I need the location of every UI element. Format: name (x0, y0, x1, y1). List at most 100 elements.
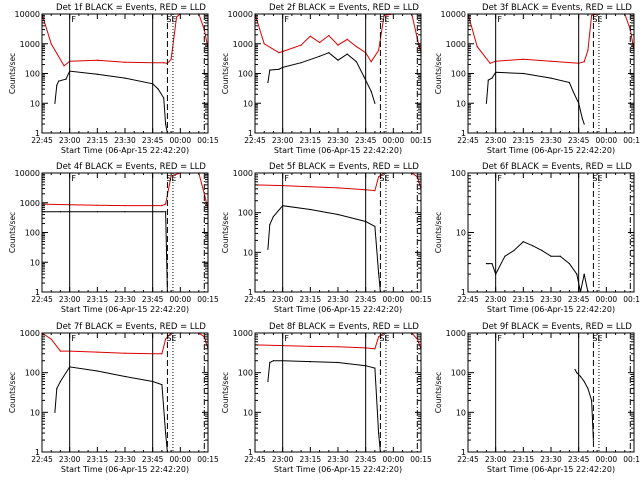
data-point-black (378, 272, 380, 274)
data-point-black (487, 263, 489, 265)
y-tick-label: 100 (451, 169, 466, 178)
x-tick-label: 23:45 (142, 136, 164, 145)
data-point-black (363, 75, 365, 77)
marker-label-f: F (71, 15, 76, 24)
x-tick-label: 23:15 (513, 295, 535, 304)
data-point-black (491, 77, 493, 79)
chart-title: Det 2f BLACK = Events, RED = LLD (269, 3, 419, 13)
data-point-black (374, 102, 376, 104)
data-point-black (96, 370, 98, 372)
data-point-black (591, 399, 593, 401)
y-tick-label: 100 (25, 70, 40, 79)
data-point-red (124, 205, 126, 207)
data-point-red (300, 44, 302, 46)
y-axis-label: Counts/sec (434, 53, 443, 94)
data-point-black (576, 372, 578, 374)
data-point-black (346, 53, 348, 55)
x-tick-label: 22:45 (31, 455, 53, 464)
y-tick-label: 1000 (233, 169, 253, 178)
chart-title: Det 7f BLACK = Events, RED = LLD (56, 322, 206, 332)
data-point-black (522, 241, 524, 243)
chart-panel-8: Det 8f BLACK = Events, RED = LLD F SE 1 10 10… (221, 322, 432, 474)
data-point-red (96, 59, 98, 61)
data-point-black (550, 255, 552, 257)
marker-label-se: SE (379, 15, 389, 24)
x-tick-label: 23:30 (540, 295, 562, 304)
data-point-black (513, 249, 515, 251)
y-tick-label: 1000 (233, 40, 253, 49)
data-point-black (355, 61, 357, 63)
data-point-black (269, 224, 271, 226)
series-red-line (467, 13, 635, 64)
x-tick-label: 00:00 (170, 136, 192, 145)
x-tick-label: 23:00 (59, 136, 81, 145)
marker-label-se: SE (166, 174, 176, 183)
data-point-black (491, 263, 493, 265)
plot-frame (467, 332, 635, 453)
x-tick-label: 23:30 (540, 455, 562, 464)
data-point-red (522, 58, 524, 60)
data-point-black (319, 55, 321, 57)
x-axis-label: Start Time (06-Apr-15 22:42:20) (61, 305, 189, 314)
y-tick-label: 10 (456, 99, 466, 108)
x-tick-label: 22:45 (244, 455, 266, 464)
data-point-black (278, 68, 280, 70)
data-point-red (309, 35, 311, 37)
data-point-black (96, 211, 98, 213)
y-axis-label: Counts/sec (8, 372, 17, 413)
series-black-line (485, 71, 585, 125)
data-point-black (54, 102, 56, 104)
data-point-red (476, 46, 478, 48)
x-tick-label: 23:45 (142, 455, 164, 464)
x-tick-label: 00:15 (197, 455, 219, 464)
x-tick-label: 23:15 (87, 295, 109, 304)
y-axis-label: Counts/sec (434, 372, 443, 413)
chart-panel-7: Det 7f BLACK = Events, RED = LLD F SE 1 10 10… (8, 322, 219, 474)
marker-label-f: F (71, 174, 76, 183)
plot-frame (41, 172, 209, 293)
data-point-red (337, 346, 339, 348)
x-tick-label: 23:30 (540, 136, 562, 145)
x-tick-label: 23:15 (513, 455, 535, 464)
series-black-line (267, 52, 376, 104)
x-tick-label: 23:00 (59, 295, 81, 304)
chart-panel-6: Det 6f BLACK = Events, RED = LLD F SE 1 10 10… (434, 162, 640, 314)
data-point-red (378, 176, 380, 178)
y-tick-label: 10000 (441, 10, 466, 19)
x-tick-label: 22:45 (457, 295, 479, 304)
x-tick-label: 22:45 (244, 136, 266, 145)
data-point-black (581, 118, 584, 120)
data-point-black (568, 81, 571, 84)
y-tick-label: 100 (25, 369, 40, 378)
y-tick-label: 1 (461, 129, 466, 138)
series-red-line (41, 172, 209, 210)
chart-title: Det 9f BLACK = Events, RED = LLD (482, 322, 632, 332)
chart-panel-9: Det 9f BLACK = Events, RED = LLD F SE 1 10 10… (434, 322, 640, 474)
x-tick-label: 22:45 (244, 295, 266, 304)
y-tick-label: 10 (30, 258, 40, 267)
y-axis-label: Counts/sec (221, 372, 230, 413)
x-tick-label: 00:00 (596, 295, 618, 304)
y-tick-label: 10 (30, 99, 40, 108)
data-point-black (56, 387, 58, 390)
y-tick-label: 100 (238, 369, 253, 378)
x-tick-label: 23:45 (355, 455, 377, 464)
data-point-red (370, 61, 372, 63)
y-tick-label: 10 (243, 99, 253, 108)
data-point-red (170, 58, 172, 60)
y-tick-label: 1 (461, 448, 466, 457)
series-black-line (267, 360, 381, 453)
x-tick-label: 23:45 (568, 136, 590, 145)
x-tick-label: 23:30 (114, 295, 136, 304)
x-tick-label: 00:15 (197, 136, 219, 145)
data-point-black (574, 368, 576, 371)
chart-panel-2: Det 2f BLACK = Events, RED = LLD F SE 1 10 10… (221, 3, 432, 155)
data-point-red (591, 14, 593, 16)
data-point-black (267, 380, 269, 383)
plot-frame (254, 13, 422, 134)
x-tick-label: 00:00 (383, 136, 405, 145)
data-point-red (319, 41, 321, 44)
y-tick-label: 1000 (446, 329, 466, 338)
data-point-black (157, 88, 159, 90)
data-point-red (346, 38, 348, 41)
